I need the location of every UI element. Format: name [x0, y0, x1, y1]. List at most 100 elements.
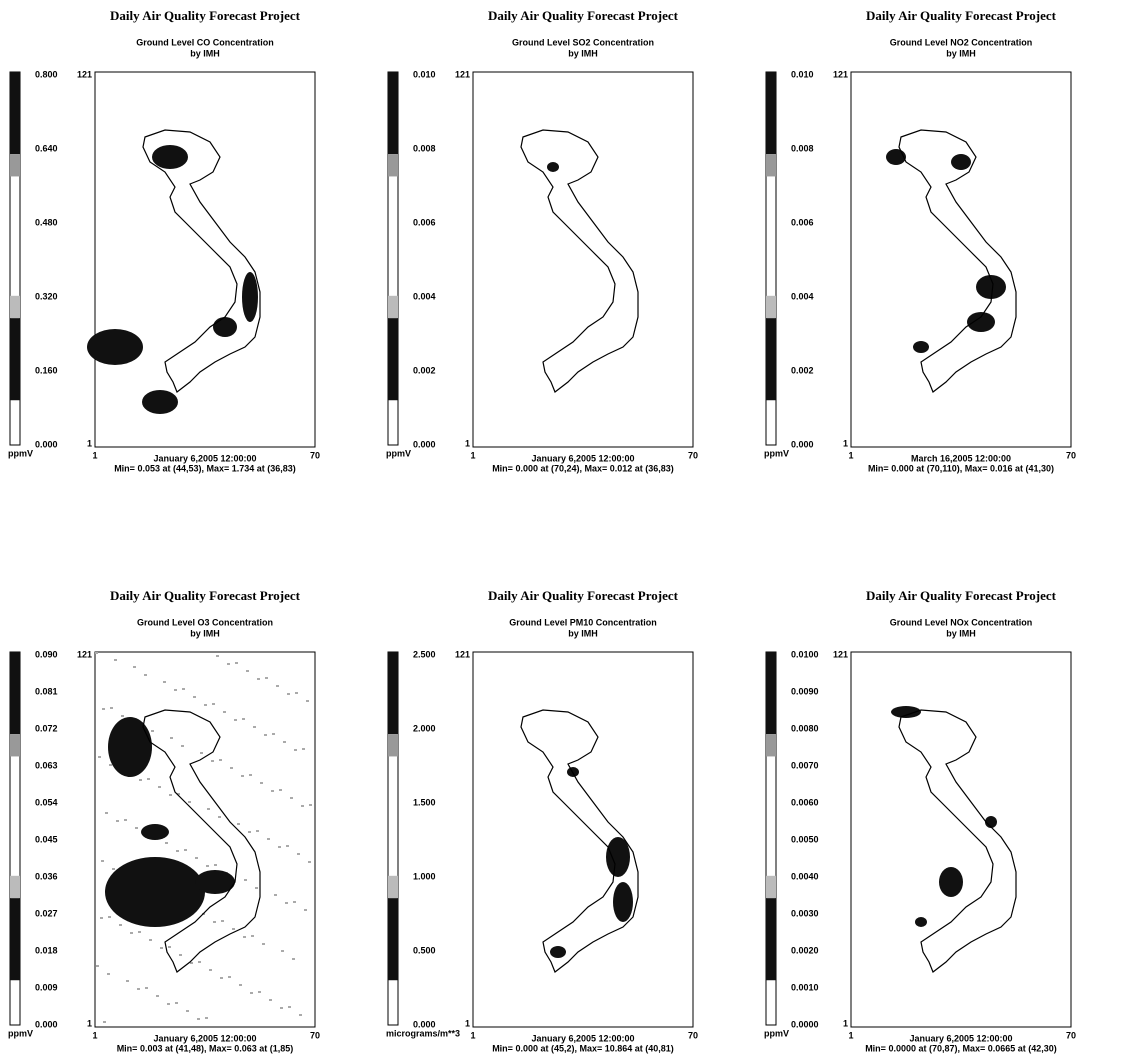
concentration-area — [105, 857, 205, 927]
x-axis-left: 1 — [848, 1030, 853, 1040]
speckle — [110, 707, 113, 709]
speckle — [188, 801, 191, 803]
country-outline — [142, 709, 261, 973]
speckle — [243, 936, 246, 938]
speckle — [294, 749, 297, 751]
speckle — [107, 973, 110, 975]
colorbar-label: 0.640 — [35, 143, 58, 153]
colorbar-label: 0.072 — [35, 723, 58, 733]
speckle — [213, 921, 216, 923]
y-axis-bottom: 1 — [87, 1018, 92, 1028]
panel: Daily Air Quality Forecast Project Ground… — [8, 8, 320, 473]
map-frame — [850, 71, 1072, 448]
speckle — [156, 995, 159, 997]
panel-title: Daily Air Quality Forecast Project — [866, 588, 1057, 603]
concentration-area — [152, 145, 188, 169]
colorbar-segment — [388, 295, 398, 319]
colorbar-label: 0.0010 — [791, 982, 819, 992]
colorbar-label: 0.009 — [35, 982, 58, 992]
speckle — [234, 719, 237, 721]
speckle — [232, 928, 235, 930]
min-max: Min= 0.0000 at (70,87), Max= 0.0665 at (… — [865, 1043, 1057, 1053]
speckle — [100, 917, 103, 919]
speckle — [278, 846, 281, 848]
speckle — [198, 961, 201, 963]
speckle — [276, 685, 279, 687]
x-axis-right: 70 — [1066, 1030, 1076, 1040]
concentration-area — [976, 275, 1006, 299]
speckle — [151, 730, 154, 732]
x-axis-left: 1 — [92, 450, 97, 460]
speckle — [309, 804, 312, 806]
y-axis-bottom: 1 — [843, 438, 848, 448]
x-axis-left: 1 — [470, 450, 475, 460]
speckle — [256, 830, 259, 832]
speckle — [295, 692, 298, 694]
speckle — [193, 696, 196, 698]
colorbar-label: 0.0020 — [791, 945, 819, 955]
speckle — [241, 775, 244, 777]
colorbar-segment — [10, 652, 20, 735]
speckle — [124, 819, 127, 821]
x-axis-right: 70 — [310, 1030, 320, 1040]
concentration-area — [967, 312, 995, 332]
colorbar-label: 0.800 — [35, 69, 58, 79]
speckle — [126, 980, 129, 982]
speckle — [239, 984, 242, 986]
speckle — [168, 946, 171, 948]
speckle — [265, 677, 268, 679]
colorbar-segment — [766, 72, 776, 155]
speckle — [242, 718, 245, 720]
speckle — [147, 778, 150, 780]
speckle — [211, 760, 214, 762]
map — [95, 652, 312, 1023]
forecast-date: January 6,2005 12:00:00 — [909, 1033, 1012, 1043]
x-axis-right: 70 — [310, 450, 320, 460]
speckle — [116, 820, 119, 822]
colorbar-segment — [766, 898, 776, 981]
speckle — [262, 943, 265, 945]
colorbar-label: 0.0050 — [791, 834, 819, 844]
speckle — [218, 816, 221, 818]
forecast-date: January 6,2005 12:00:00 — [153, 1033, 256, 1043]
colorbar-label: 0.000 — [35, 1019, 58, 1029]
colorbar-label: 0.0030 — [791, 908, 819, 918]
panel-author: by IMH — [946, 628, 976, 638]
speckle — [119, 924, 122, 926]
speckle — [149, 939, 152, 941]
concentration-area — [915, 917, 927, 927]
country-outline — [898, 129, 1017, 393]
panel-title: Daily Air Quality Forecast Project — [488, 588, 679, 603]
colorbar-segment — [10, 734, 20, 757]
speckle — [96, 965, 99, 967]
colorbar-label: 0.063 — [35, 760, 58, 770]
speckle — [274, 894, 277, 896]
speckle — [163, 681, 166, 683]
speckle — [221, 920, 224, 922]
colorbar-label: 0.027 — [35, 908, 58, 918]
colorbar-label: 1.500 — [413, 797, 436, 807]
colorbar-label: 0.000 — [791, 439, 814, 449]
speckle — [105, 812, 108, 814]
speckle — [158, 786, 161, 788]
concentration-area — [891, 706, 921, 718]
speckle — [108, 916, 111, 918]
speckle — [175, 1002, 178, 1004]
map — [520, 129, 639, 393]
y-axis-top: 121 — [455, 69, 470, 79]
colorbar-label: 0.018 — [35, 945, 58, 955]
colorbar-label: 0.006 — [413, 217, 436, 227]
speckle — [246, 670, 249, 672]
concentration-area — [242, 272, 258, 322]
panel: Daily Air Quality Forecast Project Ground… — [386, 588, 698, 1053]
speckle — [114, 659, 117, 661]
y-axis-top: 121 — [833, 649, 848, 659]
speckle — [102, 708, 105, 710]
speckle — [139, 779, 142, 781]
min-max: Min= 0.000 at (70,110), Max= 0.016 at (4… — [868, 463, 1054, 473]
speckle — [204, 704, 207, 706]
colorbar-label: 1.000 — [413, 871, 436, 881]
panel-title: Daily Air Quality Forecast Project — [866, 8, 1057, 23]
map-frame — [472, 651, 694, 1028]
speckle — [244, 879, 247, 881]
